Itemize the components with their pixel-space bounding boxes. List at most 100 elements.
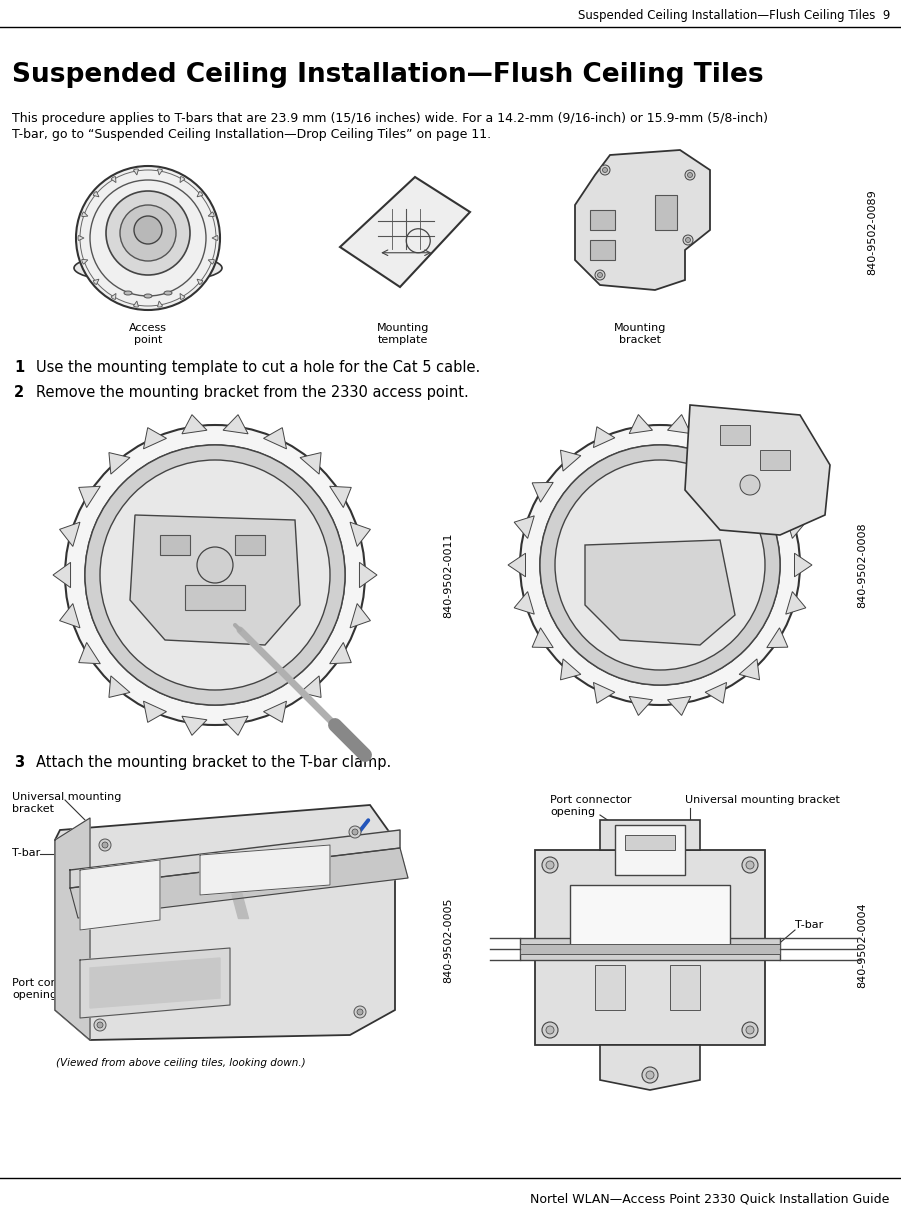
Text: Mounting
bracket: Mounting bracket [614, 323, 666, 345]
Polygon shape [143, 427, 167, 449]
Ellipse shape [124, 291, 132, 295]
Polygon shape [78, 642, 100, 664]
Circle shape [94, 1019, 106, 1031]
Wedge shape [133, 301, 139, 307]
Wedge shape [111, 293, 116, 299]
Wedge shape [158, 169, 162, 175]
Polygon shape [786, 591, 805, 614]
Polygon shape [78, 486, 100, 507]
Circle shape [102, 842, 108, 849]
Polygon shape [705, 682, 726, 704]
Polygon shape [600, 1045, 700, 1090]
Circle shape [540, 445, 780, 686]
Polygon shape [330, 486, 351, 507]
Text: 3: 3 [14, 756, 24, 770]
Polygon shape [223, 415, 248, 433]
Polygon shape [786, 515, 805, 538]
Circle shape [687, 173, 693, 177]
Circle shape [357, 1009, 363, 1015]
Circle shape [595, 270, 605, 280]
Circle shape [520, 425, 800, 705]
Text: Access
point: Access point [129, 323, 167, 345]
Polygon shape [594, 427, 614, 448]
Circle shape [746, 861, 754, 869]
Wedge shape [111, 176, 116, 182]
Bar [760, 450, 790, 470]
Text: 1: 1 [14, 360, 24, 375]
Polygon shape [585, 540, 735, 645]
Circle shape [352, 829, 358, 835]
Bar [670, 966, 700, 1010]
Wedge shape [93, 192, 99, 197]
Bar [160, 535, 190, 555]
Polygon shape [685, 406, 830, 535]
Polygon shape [263, 701, 287, 722]
Polygon shape [143, 701, 167, 722]
Wedge shape [158, 301, 162, 307]
Circle shape [600, 165, 610, 175]
Text: Mounting
template: Mounting template [377, 323, 429, 345]
Polygon shape [359, 562, 377, 588]
Polygon shape [795, 553, 812, 577]
Polygon shape [532, 483, 553, 502]
Text: Port connector
opening: Port connector opening [550, 795, 632, 817]
Ellipse shape [144, 295, 152, 298]
Bar [595, 966, 625, 1010]
Text: Universal mounting bracket: Universal mounting bracket [685, 795, 840, 805]
Circle shape [546, 1026, 554, 1034]
Circle shape [746, 1026, 754, 1034]
Polygon shape [575, 150, 710, 290]
Circle shape [542, 1022, 558, 1038]
Polygon shape [300, 676, 321, 698]
Circle shape [354, 1005, 366, 1018]
Circle shape [76, 167, 220, 310]
Circle shape [542, 857, 558, 873]
Polygon shape [767, 628, 787, 648]
Circle shape [685, 170, 695, 180]
Polygon shape [223, 716, 248, 735]
Polygon shape [70, 849, 408, 919]
Polygon shape [59, 604, 80, 628]
Wedge shape [180, 293, 185, 299]
Text: T-bar: T-bar [12, 849, 41, 858]
Wedge shape [197, 192, 203, 197]
Bar [615, 826, 685, 875]
Circle shape [642, 1067, 658, 1083]
Polygon shape [629, 696, 652, 716]
Bar [520, 938, 780, 960]
Wedge shape [82, 212, 88, 216]
Wedge shape [208, 212, 214, 216]
Text: Suspended Ceiling Installation—Flush Ceiling Tiles  9: Suspended Ceiling Installation—Flush Cei… [578, 10, 890, 23]
Circle shape [603, 168, 607, 173]
Bar [570, 885, 730, 950]
Circle shape [97, 1022, 103, 1028]
Circle shape [120, 205, 176, 261]
Circle shape [106, 191, 190, 275]
Wedge shape [197, 279, 203, 285]
Circle shape [686, 238, 690, 243]
Wedge shape [180, 176, 185, 182]
Polygon shape [668, 696, 691, 716]
Text: 840-9502-0089: 840-9502-0089 [867, 189, 877, 275]
Polygon shape [600, 820, 700, 850]
Polygon shape [330, 642, 351, 664]
Ellipse shape [74, 253, 222, 282]
Polygon shape [90, 958, 220, 1008]
Text: Suspended Ceiling Installation—Flush Ceiling Tiles: Suspended Ceiling Installation—Flush Cei… [12, 62, 764, 88]
Wedge shape [93, 279, 99, 285]
Text: This procedure applies to T-bars that are 23.9 mm (15/16 inches) wide. For a 14.: This procedure applies to T-bars that ar… [12, 112, 768, 126]
Circle shape [597, 273, 603, 278]
Text: T-bar: T-bar [795, 920, 824, 931]
Circle shape [197, 547, 233, 583]
Polygon shape [70, 830, 400, 888]
Bar [590, 210, 615, 231]
Polygon shape [109, 676, 130, 698]
Polygon shape [300, 453, 321, 474]
Text: 840-9502-0011: 840-9502-0011 [443, 532, 453, 618]
Polygon shape [182, 415, 207, 433]
Text: 840-9502-0005: 840-9502-0005 [443, 897, 453, 982]
Circle shape [349, 826, 361, 838]
Polygon shape [182, 716, 207, 735]
Wedge shape [212, 235, 218, 240]
Text: 2: 2 [14, 385, 24, 400]
